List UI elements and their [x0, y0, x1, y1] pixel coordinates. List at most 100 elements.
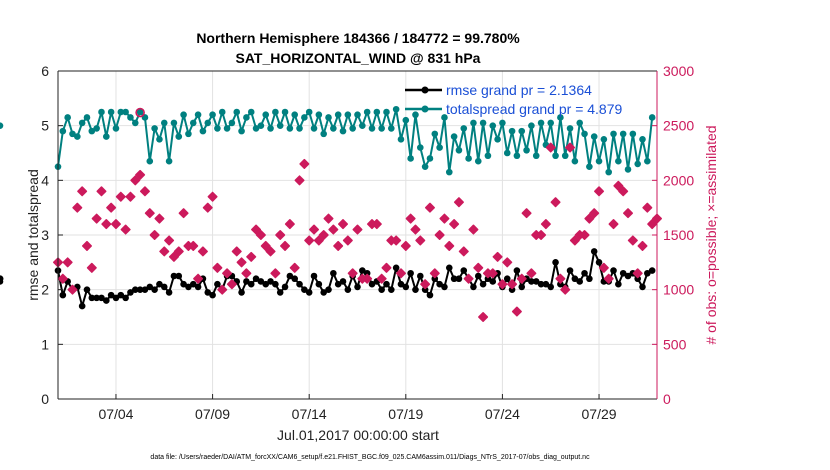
obs-assimilated-marker: [589, 208, 600, 219]
totalspread-point: [78, 119, 86, 127]
totalspread-point: [131, 119, 139, 127]
obs-assimilated-marker: [135, 169, 146, 180]
rmse-point: [107, 291, 115, 299]
legend: rmse grand pr = 2.1364 totalspread grand…: [405, 82, 623, 117]
obs-assimilated-marker: [236, 257, 247, 268]
x-tick-label: 07/04: [98, 406, 133, 422]
totalspread-point: [373, 108, 381, 116]
obs-assimilated-marker: [647, 219, 658, 230]
x-tick-label: 07/24: [485, 406, 520, 422]
obs-assimilated-marker: [395, 268, 406, 279]
rmse-point: [586, 275, 593, 283]
totalspread-point: [330, 125, 337, 132]
totalspread-point: [74, 133, 81, 140]
rmse-point: [165, 289, 173, 296]
rmse-point: [272, 280, 279, 288]
rmse-point: [445, 264, 453, 272]
totalspread-point: [532, 152, 540, 160]
obs-assimilated-marker: [598, 262, 609, 273]
rmse-point: [131, 286, 139, 293]
totalspread-point: [103, 133, 110, 140]
y-tick-label-left: 5: [41, 118, 49, 134]
totalspread-point: [160, 119, 168, 127]
y-tick-label-left: 3: [41, 227, 49, 243]
totalspread-point: [98, 108, 105, 116]
series-layer: [0, 105, 656, 310]
rmse-point: [305, 289, 313, 296]
x-tick-label: 07/19: [388, 406, 423, 422]
rmse-point: [542, 280, 550, 288]
totalspread-point: [165, 157, 173, 165]
totalspread-point: [305, 108, 313, 116]
obs-assimilated-marker: [603, 273, 614, 284]
rmse-point: [315, 280, 323, 288]
obs-assimilated-marker: [106, 202, 117, 213]
legend-rmse-marker: [421, 86, 429, 94]
obs-assimilated-marker: [86, 262, 97, 273]
totalspread-point: [170, 119, 178, 127]
y-tick-label-left: 1: [41, 336, 49, 352]
rmse-point: [262, 280, 270, 288]
rmse-point: [136, 286, 144, 293]
totalspread-point: [421, 163, 429, 170]
totalspread-point: [590, 133, 598, 140]
obs-assimilated-marker: [463, 273, 474, 284]
rmse-point: [528, 278, 535, 285]
totalspread-point: [320, 130, 327, 138]
obs-assimilated-marker: [251, 224, 262, 235]
totalspread-point: [315, 111, 323, 119]
obs-assimilated-marker: [410, 224, 421, 235]
obs-assimilated-marker: [381, 262, 392, 273]
obs-assimilated-marker: [255, 230, 266, 240]
totalspread-point: [397, 136, 405, 143]
totalspread-point: [301, 114, 308, 121]
obs-assimilated-marker: [521, 208, 532, 219]
totalspread-point: [185, 130, 192, 138]
rmse-point: [421, 286, 429, 293]
rmse-point: [194, 283, 202, 291]
rmse-point: [296, 280, 303, 288]
rmse-point: [112, 294, 120, 302]
obs-assimilated-marker: [376, 273, 387, 284]
obs-assimilated-marker: [502, 257, 513, 268]
rmse-point: [252, 275, 260, 283]
rmse-point: [151, 286, 158, 293]
obs-assimilated-marker: [178, 208, 189, 219]
obs-assimilated-marker: [458, 246, 469, 257]
obs-assimilated-marker: [57, 273, 68, 284]
totalspread-point: [460, 125, 468, 132]
rmse-point: [581, 269, 588, 277]
obs-assimilated-marker: [405, 213, 416, 224]
obs-assimilated-marker: [197, 246, 208, 257]
totalspread-point: [107, 108, 115, 116]
totalspread-point: [508, 127, 516, 135]
totalspread-point: [557, 114, 564, 121]
rmse-point: [590, 248, 598, 255]
totalspread-point: [412, 111, 419, 119]
y-tick-label-right: 0: [663, 391, 671, 407]
rmse-point: [93, 294, 100, 302]
totalspread-point: [218, 108, 226, 116]
rmse-point: [185, 283, 192, 291]
totalspread-point: [378, 125, 385, 132]
totalspread-point: [445, 168, 453, 176]
chart-title-line2: SAT_HORIZONTAL_WIND @ 831 hPa: [236, 50, 481, 66]
rmse-point: [310, 272, 318, 280]
rmse-point: [615, 280, 622, 288]
rmse-point: [503, 275, 511, 283]
obs-assimilated-marker: [62, 257, 73, 268]
totalspread-point: [537, 119, 545, 127]
obs-assimilated-marker: [540, 219, 551, 230]
rmse-point: [557, 280, 564, 288]
totalspread-point: [619, 130, 627, 138]
totalspread-point: [547, 119, 555, 127]
totalspread-point: [334, 111, 342, 119]
rmse-point: [416, 272, 424, 280]
obs-assimilated-marker: [618, 186, 629, 197]
totalspread-point: [629, 130, 637, 138]
obs-assimilated-marker: [313, 235, 324, 246]
rmse-point: [286, 272, 294, 280]
totalspread-point: [354, 111, 361, 119]
rmse-point: [156, 280, 163, 288]
x-axis-label: Jul.01,2017 00:00:00 start: [277, 427, 439, 443]
